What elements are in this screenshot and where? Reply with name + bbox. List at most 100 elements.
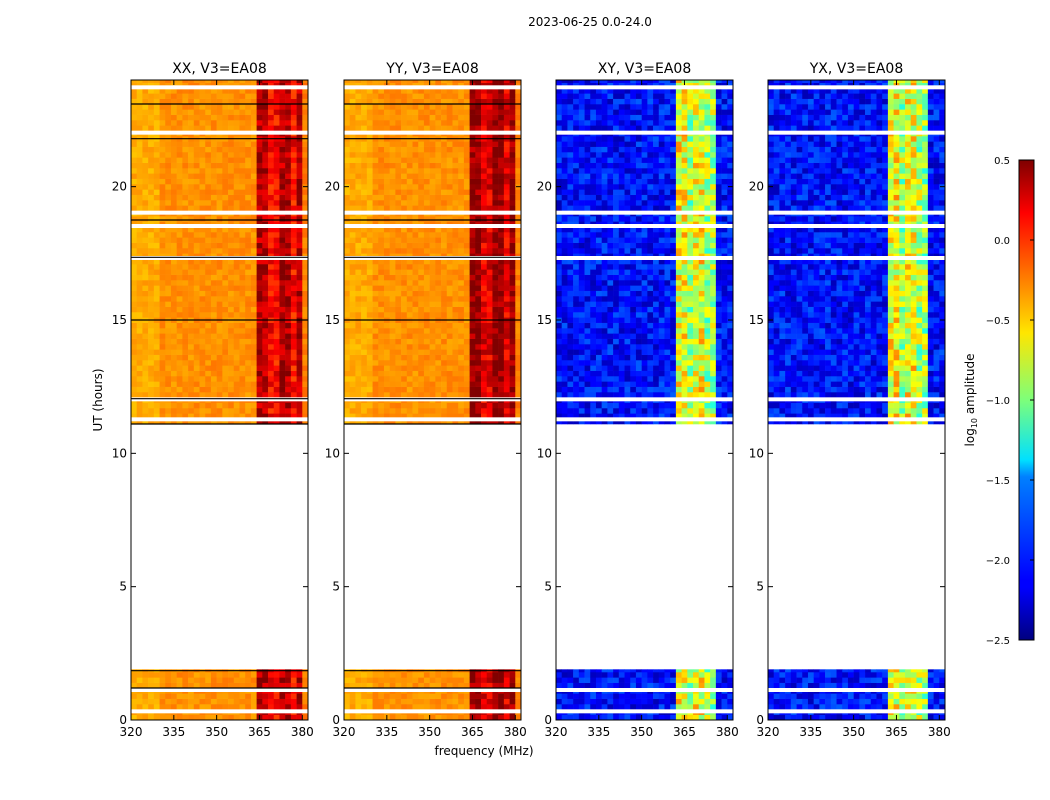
heatmap-cell xyxy=(250,408,257,414)
heatmap-cell xyxy=(279,413,286,419)
heatmap-cell xyxy=(469,672,476,678)
heatmap-cell xyxy=(395,333,402,339)
heatmap-cell xyxy=(142,98,149,105)
heatmap-cell xyxy=(355,109,362,115)
heatmap-cell xyxy=(498,109,505,115)
heatmap-cell xyxy=(233,98,240,105)
heatmap-cell xyxy=(395,264,402,270)
heatmap-cell xyxy=(199,296,206,302)
heatmap-cell xyxy=(302,413,309,419)
heatmap-cell xyxy=(458,200,465,206)
heatmap-cell xyxy=(131,306,138,313)
heatmap-cell xyxy=(182,237,189,243)
heatmap-cell xyxy=(290,402,297,409)
heatmap-cell xyxy=(378,376,385,382)
heatmap-cell xyxy=(361,322,368,329)
heatmap-cell xyxy=(647,669,654,673)
heatmap-cell xyxy=(372,714,379,721)
heatmap-cell xyxy=(607,672,614,678)
heatmap-cell xyxy=(302,386,309,393)
heatmap-cell xyxy=(412,242,419,249)
heatmap-cell xyxy=(503,328,510,334)
heatmap-cell xyxy=(176,408,183,414)
heatmap-cell xyxy=(378,226,385,233)
heatmap-cell xyxy=(406,232,413,238)
heatmap-cell xyxy=(193,248,200,254)
heatmap-cell xyxy=(503,354,510,361)
heatmap-cell xyxy=(233,306,240,313)
heatmap-cell xyxy=(250,360,257,366)
heatmap-cell xyxy=(441,194,448,201)
heatmap-cell xyxy=(503,80,510,83)
heatmap-cell xyxy=(302,296,309,302)
heatmap-cell xyxy=(469,677,476,683)
heatmap-cell xyxy=(458,402,465,409)
heatmap-cell xyxy=(136,354,143,361)
heatmap-cell xyxy=(492,328,499,334)
heatmap-cell xyxy=(142,194,149,201)
heatmap-cell xyxy=(590,704,597,710)
heatmap-cell xyxy=(268,98,275,105)
heatmap-cell xyxy=(182,80,189,83)
heatmap-cell xyxy=(222,109,229,115)
heatmap-cell xyxy=(182,226,189,233)
heatmap-cell xyxy=(349,168,356,174)
heatmap-cell xyxy=(618,672,625,678)
heatmap-cell xyxy=(222,338,229,345)
heatmap-cell xyxy=(641,704,648,710)
heatmap-cell xyxy=(199,360,206,366)
heatmap-cell xyxy=(406,290,413,297)
heatmap-cell xyxy=(406,216,413,222)
heatmap-cell xyxy=(290,269,297,275)
heatmap-cell xyxy=(355,173,362,179)
heatmap-cell xyxy=(344,290,351,297)
heatmap-cell xyxy=(279,290,286,297)
heatmap-cell xyxy=(670,704,677,710)
heatmap-cell xyxy=(285,157,292,163)
heatmap-cell xyxy=(401,242,408,249)
heatmap-cell xyxy=(458,264,465,270)
heatmap-cell xyxy=(193,237,200,243)
heatmap-cell xyxy=(170,242,177,249)
heatmap-cell xyxy=(268,248,275,254)
heatmap-cell xyxy=(418,312,425,318)
heatmap-cell xyxy=(378,242,385,249)
heatmap-cell xyxy=(378,381,385,387)
heatmap-cell xyxy=(239,301,246,307)
heatmap-cell xyxy=(256,98,263,105)
heatmap-cell xyxy=(296,109,303,115)
heatmap-cell xyxy=(613,672,620,678)
heatmap-cell xyxy=(245,312,252,318)
heatmap-cell xyxy=(349,205,356,211)
heatmap-cell xyxy=(458,328,465,334)
heatmap-cell xyxy=(256,152,263,158)
heatmap-cell xyxy=(463,141,470,147)
heatmap-cell xyxy=(176,698,183,705)
heatmap-cell xyxy=(182,704,189,710)
heatmap-cell xyxy=(131,248,138,254)
heatmap-cell xyxy=(573,672,580,678)
heatmap-cell xyxy=(355,285,362,291)
heatmap-cell xyxy=(355,141,362,147)
heatmap-cell xyxy=(406,274,413,281)
heatmap-cell xyxy=(193,693,200,699)
heatmap-cell xyxy=(423,88,430,94)
heatmap-cell xyxy=(296,296,303,302)
heatmap-cell xyxy=(188,280,195,286)
heatmap-cell xyxy=(273,322,280,329)
heatmap-cell xyxy=(670,698,677,705)
heatmap-cell xyxy=(463,290,470,297)
heatmap-cell xyxy=(395,280,402,286)
heatmap-cell xyxy=(136,114,143,121)
heatmap-cell xyxy=(355,125,362,131)
heatmap-cell xyxy=(475,98,482,105)
heatmap-cell xyxy=(222,184,229,190)
heatmap-cell xyxy=(199,120,206,126)
heatmap-cell xyxy=(463,114,470,121)
heatmap-cell xyxy=(153,682,160,689)
heatmap-cell xyxy=(256,232,263,238)
heatmap-cell xyxy=(188,162,195,169)
heatmap-cell xyxy=(205,248,212,254)
heatmap-cell xyxy=(205,344,212,350)
heatmap-cell xyxy=(435,269,442,275)
